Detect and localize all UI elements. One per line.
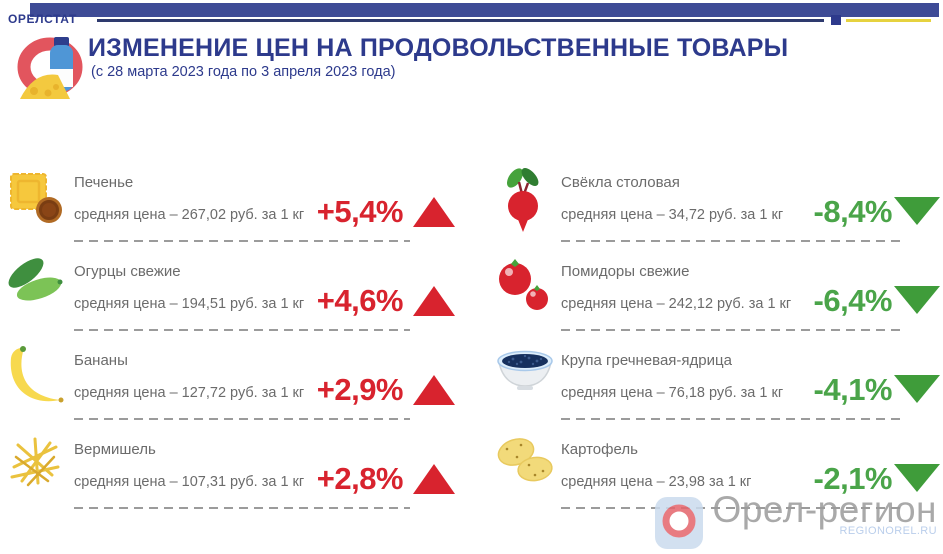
row-separator [74,507,410,509]
food-products-icon [12,33,88,107]
item-price: средняя цена – 23,98 за 1 кг [561,474,752,490]
arrow-up-icon [413,285,455,316]
item-tomatoes: Помидоры свежие средняя цена – 242,12 ру… [495,247,940,336]
row-separator [74,240,410,242]
change-percent: +2,9% [316,372,404,407]
item-vermicelli: Вермишель средняя цена – 107,31 руб. за … [8,425,455,514]
vermicelli-icon [8,435,68,499]
item-name: Помидоры свежие [561,263,690,280]
change-percent: -4,1% [813,372,893,407]
item-bananas: Бананы средняя цена – 127,72 руб. за 1 к… [8,336,455,425]
change-percent: +2,8% [316,461,404,496]
column-price-increase: Печенье средняя цена – 267,02 руб. за 1 … [8,158,455,514]
arrow-up-icon [413,463,455,494]
price-change: +4,6% [317,285,455,316]
column-price-decrease: Свёкла столовая средняя цена – 34,72 руб… [495,158,940,514]
arrow-up-icon [413,374,455,405]
arrow-down-icon [894,463,940,492]
price-change: +5,4% [317,196,455,227]
header-rule-square [831,15,841,25]
header-rule-yellow [846,19,931,22]
item-name: Свёкла столовая [561,174,680,191]
orel-region-watermark: Орел-регион REGIONOREL.RU [654,489,937,549]
buckwheat-icon [495,346,555,410]
item-name: Вермишель [74,441,156,458]
item-name: Картофель [561,441,638,458]
potato-icon [495,435,555,499]
tomato-icon [495,257,555,321]
arrow-down-icon [894,196,940,225]
item-price: средняя цена – 242,12 руб. за 1 кг [561,296,792,312]
watermark-site-url: REGIONOREL.RU [839,525,937,537]
item-name: Крупа гречневая-ядрица [561,352,732,369]
row-separator [74,329,410,331]
price-change: -6,4% [814,285,940,316]
row-separator [74,418,410,420]
change-percent: -8,4% [813,194,893,229]
item-buckwheat: Крупа гречневая-ядрица средняя цена – 76… [495,336,940,425]
header-rule [97,19,824,22]
beet-icon [495,168,555,232]
price-change: -2,1% [814,463,940,494]
row-separator [561,507,905,509]
cucumber-icon [8,257,68,321]
item-price: средняя цена – 107,31 руб. за 1 кг [74,474,305,490]
change-percent: -6,4% [813,283,893,318]
row-separator [561,329,905,331]
item-cucumbers: Огурцы свежие средняя цена – 194,51 руб.… [8,247,455,336]
price-change: +2,8% [317,463,455,494]
watermark-logo-text: Орел-регион [712,489,937,530]
price-change: +2,9% [317,374,455,405]
change-percent: +5,4% [316,194,404,229]
item-price: средняя цена – 194,51 руб. за 1 кг [74,296,305,312]
item-price: средняя цена – 267,02 руб. за 1 кг [74,207,305,223]
row-separator [561,418,905,420]
top-accent-bar [30,3,939,17]
banana-icon [8,346,68,410]
item-name: Огурцы свежие [74,263,181,280]
change-percent: -2,1% [813,461,893,496]
item-price: средняя цена – 34,72 руб. за 1 кг [561,207,784,223]
row-separator [561,240,905,242]
item-potatoes: Картофель средняя цена – 23,98 за 1 кг -… [495,425,940,514]
price-change: -8,4% [814,196,940,227]
page-subtitle: (с 28 марта 2023 года по 3 апреля 2023 г… [91,64,396,80]
cookie-icon [8,168,68,232]
brand-orelstat: ОРЕЛСТАТ [8,12,77,26]
price-change: -4,1% [814,374,940,405]
item-name: Печенье [74,174,134,191]
item-cookies: Печенье средняя цена – 267,02 руб. за 1 … [8,158,455,247]
page-title: ИЗМЕНЕНИЕ ЦЕН НА ПРОДОВОЛЬСТВЕННЫЕ ТОВАР… [88,34,789,62]
item-name: Бананы [74,352,128,369]
arrow-up-icon [413,196,455,227]
item-price: средняя цена – 76,18 руб. за 1 кг [561,385,784,401]
item-price: средняя цена – 127,72 руб. за 1 кг [74,385,305,401]
change-percent: +4,6% [316,283,404,318]
arrow-down-icon [894,374,940,403]
arrow-down-icon [894,285,940,314]
item-beet: Свёкла столовая средняя цена – 34,72 руб… [495,158,940,247]
orel-region-logo-icon [654,497,703,549]
